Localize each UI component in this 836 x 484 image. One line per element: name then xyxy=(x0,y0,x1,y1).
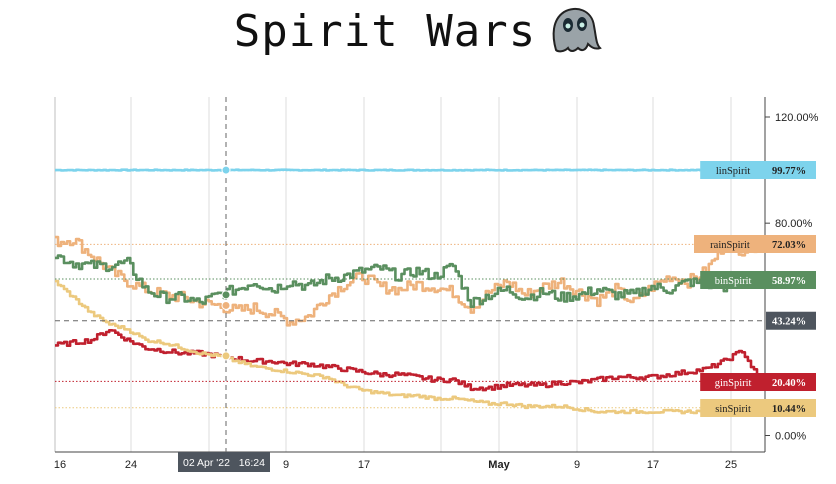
crosshair-point-rainSpirit xyxy=(221,300,231,310)
x-tick-label: 16 xyxy=(54,459,66,471)
x-tick-label: 9 xyxy=(574,459,580,471)
series-line-binSpirit xyxy=(55,254,760,308)
series-layer xyxy=(55,168,760,417)
series-value-tag-binSpirit xyxy=(766,271,816,289)
series-line-rainSpirit xyxy=(55,235,760,327)
series-tags: linSpirit 99.77% rainSpirit 72.03% binSpirit… xyxy=(694,161,816,417)
chart-title-text: Spirit Wars xyxy=(233,6,537,57)
series-name-label: ginSpirit xyxy=(715,378,752,389)
x-tick-label: 17 xyxy=(647,459,659,471)
crosshair-x-tag xyxy=(178,452,270,472)
series-value-tag-linSpirit xyxy=(766,161,816,179)
series-name-label: sinSpirit xyxy=(715,404,751,415)
y-tick-label: 120.00% xyxy=(775,112,819,124)
x-tick-label: 17 xyxy=(358,459,370,471)
crosshair-y-label: 43.24% xyxy=(772,317,806,328)
x-tick-label: 24 xyxy=(125,459,137,471)
crosshair-x-label: 02 Apr '22 16:24 xyxy=(183,457,265,469)
x-tick-label: 25 xyxy=(725,459,737,471)
series-value-label: 10.44% xyxy=(772,404,806,415)
x-tick-label: 9 xyxy=(283,459,289,471)
y-tick-label: 80.00% xyxy=(775,218,813,230)
chart-overlay: 02 Apr '22 16:24 43.24% xyxy=(55,97,816,472)
chart-title: Spirit Wars xyxy=(0,6,836,65)
crosshair-point-linSpirit xyxy=(221,165,231,175)
series-value-tag-sinSpirit xyxy=(766,399,816,417)
series-line-sinSpirit xyxy=(55,279,760,417)
x-tick-label: May xyxy=(488,459,510,471)
ghost-icon xyxy=(546,6,603,65)
series-name-tag-binSpirit xyxy=(700,271,766,289)
series-value-tag-rainSpirit xyxy=(766,235,816,253)
series-name-tag-ginSpirit xyxy=(700,373,766,391)
axis-layer: 16 24 9 17 May 9 17 25 0.00% 80.00% 120.00% xyxy=(54,112,819,471)
series-value-label: 99.77% xyxy=(772,166,806,177)
series-line-ginSpirit xyxy=(55,329,760,392)
series-name-label: rainSpirit xyxy=(710,240,750,251)
series-name-label: linSpirit xyxy=(716,166,751,177)
series-name-tag-sinSpirit xyxy=(700,399,766,417)
series-value-label: 20.40% xyxy=(772,378,806,389)
series-value-label: 58.97% xyxy=(772,276,806,287)
crosshair-point-binSpirit xyxy=(221,290,231,300)
y-tick-label: 0.00% xyxy=(775,431,806,443)
series-name-tag-linSpirit xyxy=(700,161,766,179)
series-name-label: binSpirit xyxy=(715,276,752,287)
series-value-label: 72.03% xyxy=(772,240,806,251)
crosshair-y-tag xyxy=(766,311,816,330)
series-value-tag-ginSpirit xyxy=(766,373,816,391)
series-name-tag-rainSpirit xyxy=(694,235,766,253)
crosshair-point-sinSpirit xyxy=(221,351,231,361)
